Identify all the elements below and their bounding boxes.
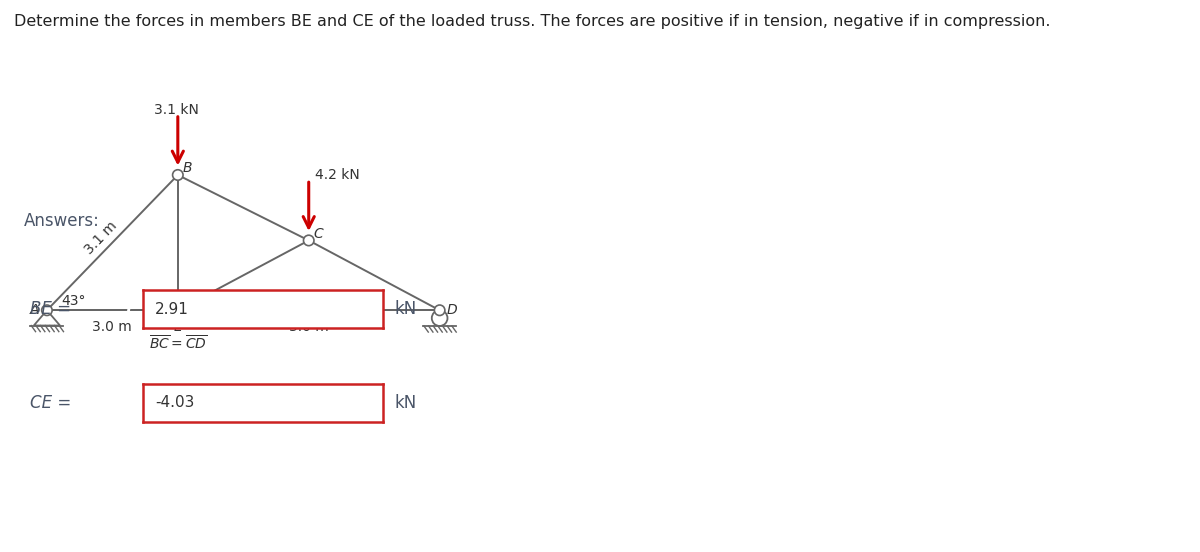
- Text: i: i: [126, 300, 131, 318]
- Circle shape: [173, 305, 184, 316]
- Text: kN: kN: [395, 394, 418, 412]
- Text: 3.0 m: 3.0 m: [92, 320, 132, 334]
- Text: 3.0 m: 3.0 m: [289, 320, 329, 334]
- Circle shape: [304, 235, 314, 246]
- Text: Answers:: Answers:: [24, 212, 100, 230]
- Text: 4.2 kN: 4.2 kN: [316, 168, 360, 182]
- Text: 3.1 kN: 3.1 kN: [154, 103, 199, 116]
- Text: B: B: [182, 161, 192, 176]
- Text: BE =: BE =: [30, 300, 71, 318]
- Circle shape: [173, 170, 184, 180]
- Text: 2.91: 2.91: [155, 301, 188, 317]
- Text: CE =: CE =: [30, 394, 71, 412]
- Text: C: C: [313, 227, 323, 241]
- Text: D: D: [446, 303, 457, 317]
- Text: 3.1 m: 3.1 m: [83, 219, 120, 257]
- Circle shape: [434, 305, 445, 316]
- Text: Determine the forces in members BE and CE of the loaded truss. The forces are po: Determine the forces in members BE and C…: [14, 14, 1051, 29]
- Text: i: i: [126, 394, 131, 412]
- Text: 43°: 43°: [61, 294, 86, 307]
- Text: E: E: [174, 320, 182, 334]
- Text: -4.03: -4.03: [155, 395, 194, 411]
- Circle shape: [42, 305, 52, 316]
- Text: kN: kN: [395, 300, 418, 318]
- Text: A: A: [30, 303, 40, 317]
- Text: $\overline{BC} = \overline{CD}$: $\overline{BC} = \overline{CD}$: [149, 334, 208, 352]
